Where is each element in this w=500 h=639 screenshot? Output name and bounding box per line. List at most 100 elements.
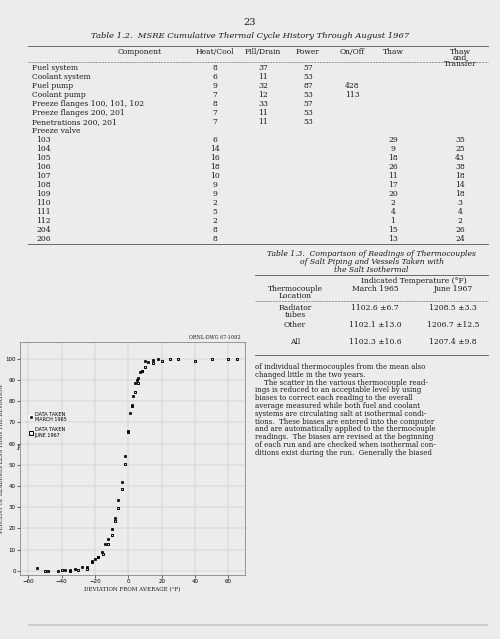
Text: 33: 33 [258, 100, 268, 108]
Text: 110: 110 [36, 199, 51, 207]
Text: 11: 11 [258, 109, 268, 117]
Text: Coolant system: Coolant system [32, 73, 91, 81]
Text: 2: 2 [212, 199, 218, 207]
Text: 206: 206 [36, 235, 51, 243]
Text: 1102.6 ±6.7: 1102.6 ±6.7 [351, 304, 399, 312]
Text: 2: 2 [212, 217, 218, 225]
Text: Thaw: Thaw [450, 48, 470, 56]
Text: 29: 29 [388, 136, 398, 144]
Text: Power: Power [296, 48, 320, 56]
Text: 14: 14 [210, 145, 220, 153]
Text: 37: 37 [258, 64, 268, 72]
Text: 9: 9 [212, 190, 218, 198]
Text: 53: 53 [303, 91, 313, 99]
Text: Freeze flanges 200, 201: Freeze flanges 200, 201 [32, 109, 125, 117]
Text: 6: 6 [212, 73, 218, 81]
Text: 1102.3 ±10.6: 1102.3 ±10.6 [348, 338, 402, 346]
Text: 1208.5 ±3.3: 1208.5 ±3.3 [429, 304, 477, 312]
Text: Thermocouple: Thermocouple [268, 285, 322, 293]
Text: 57: 57 [303, 100, 313, 108]
Text: 18: 18 [455, 190, 465, 198]
Text: 8: 8 [212, 100, 218, 108]
Legend: DATA TAKEN
MARCH 1965, DATA TAKEN
JUNE 1967: DATA TAKEN MARCH 1965, DATA TAKEN JUNE 1… [27, 410, 68, 440]
Text: 11: 11 [258, 118, 268, 126]
Text: readings.  The biases are revised at the beginning: readings. The biases are revised at the … [255, 433, 434, 441]
Text: Other: Other [284, 321, 306, 329]
Text: 12: 12 [258, 91, 268, 99]
Text: Table 1.3.  Comparison of Readings of Thermocouples: Table 1.3. Comparison of Readings of The… [267, 250, 476, 258]
Text: 25: 25 [455, 145, 465, 153]
Text: 7: 7 [212, 118, 218, 126]
Text: ditions exist during the run.  Generally the biased: ditions exist during the run. Generally … [255, 449, 432, 457]
Text: the Salt Isothermal: the Salt Isothermal [334, 266, 409, 274]
Text: 103: 103 [36, 136, 51, 144]
Text: 2: 2 [390, 199, 396, 207]
Text: 15: 15 [388, 226, 398, 234]
Text: 104: 104 [36, 145, 51, 153]
Text: 24: 24 [455, 235, 465, 243]
Text: 35: 35 [455, 136, 465, 144]
Text: 20: 20 [388, 190, 398, 198]
Text: ings is reduced to an acceptable level by using: ings is reduced to an acceptable level b… [255, 387, 421, 394]
Text: Indicated Temperature (°F): Indicated Temperature (°F) [361, 277, 467, 285]
Text: Freeze valve: Freeze valve [32, 127, 80, 135]
Text: 53: 53 [303, 73, 313, 81]
Text: 2: 2 [458, 217, 462, 225]
Text: 112: 112 [36, 217, 51, 225]
Text: biases to correct each reading to the overall: biases to correct each reading to the ov… [255, 394, 413, 402]
Text: and: and [453, 54, 467, 62]
Text: 105: 105 [36, 154, 51, 162]
Text: Fuel system: Fuel system [32, 64, 78, 72]
Text: 9: 9 [212, 82, 218, 90]
Text: The scatter in the various thermocouple read-: The scatter in the various thermocouple … [255, 378, 428, 387]
Text: tubes: tubes [284, 311, 306, 319]
Text: Thaw: Thaw [382, 48, 404, 56]
Text: 8: 8 [212, 235, 218, 243]
Text: 11: 11 [258, 73, 268, 81]
Text: Component: Component [118, 48, 162, 56]
Text: from March 1965 and June 1967.: from March 1965 and June 1967. [51, 453, 179, 461]
Text: 4: 4 [390, 208, 396, 216]
Text: 7: 7 [212, 91, 218, 99]
Text: 87: 87 [303, 82, 313, 90]
Text: June 1967: June 1967 [434, 285, 472, 293]
Text: 17: 17 [388, 181, 398, 189]
Text: 43: 43 [455, 154, 465, 162]
Text: 11: 11 [388, 172, 398, 180]
Text: of each run and are checked when isothermal con-: of each run and are checked when isother… [255, 441, 436, 449]
Text: 53: 53 [303, 118, 313, 126]
Text: 106: 106 [36, 163, 51, 171]
Text: 13: 13 [388, 235, 398, 243]
Text: 57: 57 [303, 64, 313, 72]
Text: 10: 10 [210, 172, 220, 180]
Text: 3: 3 [458, 199, 462, 207]
Text: 1: 1 [390, 217, 396, 225]
Text: 4: 4 [458, 208, 462, 216]
Text: 26: 26 [388, 163, 398, 171]
Text: 53: 53 [303, 109, 313, 117]
Text: 107: 107 [36, 172, 51, 180]
Text: and are automatically applied to the thermocouple: and are automatically applied to the the… [255, 426, 436, 433]
Text: Heat/Cool: Heat/Cool [196, 48, 234, 56]
Text: 8: 8 [212, 226, 218, 234]
Text: changed little in the two years.: changed little in the two years. [255, 371, 366, 379]
Text: 26: 26 [455, 226, 465, 234]
Text: 7: 7 [212, 109, 218, 117]
Text: tions.  These biases are entered into the computer: tions. These biases are entered into the… [255, 418, 434, 426]
Text: Transfer: Transfer [444, 60, 476, 68]
Text: 108: 108 [36, 181, 51, 189]
Text: 38: 38 [455, 163, 465, 171]
Y-axis label: PERCENT OF READINGS LESS THAN THE DEVIATION: PERCENT OF READINGS LESS THAN THE DEVIAT… [0, 384, 4, 533]
Text: Fuel pump: Fuel pump [32, 82, 73, 90]
Text: Table 1.2.  MSRE Cumulative Thermal Cycle History Through August 1967: Table 1.2. MSRE Cumulative Thermal Cycle… [91, 32, 409, 40]
Text: Freeze flanges 100, 101, 102: Freeze flanges 100, 101, 102 [32, 100, 144, 108]
Text: On/Off: On/Off [340, 48, 364, 56]
Text: All: All [290, 338, 300, 346]
Text: March 1965: March 1965 [352, 285, 399, 293]
Text: 428: 428 [344, 82, 360, 90]
Text: ORNL-DWG 67-1092: ORNL-DWG 67-1092 [189, 335, 240, 340]
Text: 111: 111 [36, 208, 51, 216]
Text: 6: 6 [212, 136, 218, 144]
Text: 109: 109 [36, 190, 51, 198]
Text: 8: 8 [212, 64, 218, 72]
